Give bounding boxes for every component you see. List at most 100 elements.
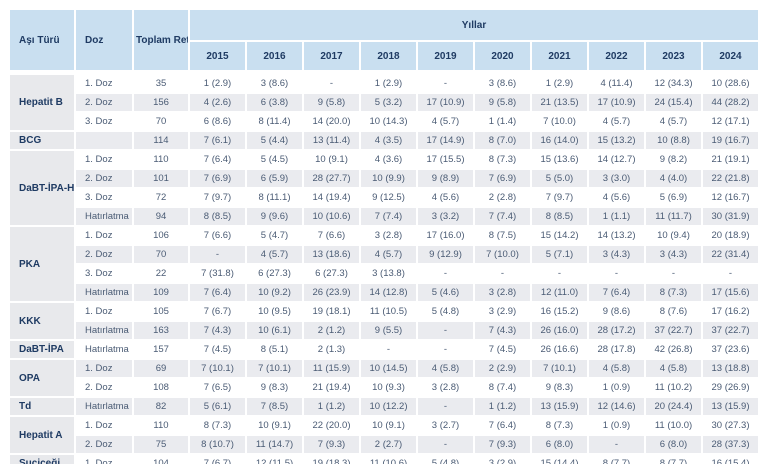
value-cell-2022: - — [587, 434, 646, 455]
value-cell-2023: 12 (34.3) — [644, 71, 703, 94]
total-refusal-count-cell: 70 — [132, 111, 190, 132]
table-row: 2. Doz 108 7 (6.5) 9 (8.3) 21 (19.4) 10 (9.3)… — [9, 377, 760, 398]
value-cell-2018: 10 (9.3) — [359, 377, 418, 398]
value-cell-2022: - — [587, 263, 646, 284]
value-cell-2016: 12 (11.5) — [245, 453, 304, 464]
dose-cell — [74, 130, 134, 151]
value-cell-2016: 6 (3.8) — [245, 92, 304, 113]
dose-cell: 2. Doz — [74, 244, 134, 265]
value-cell-2018: 9 (12.5) — [359, 187, 418, 208]
value-cell-2023: 8 (7.3) — [644, 282, 703, 303]
value-cell-2020: 2 (2.8) — [473, 187, 532, 208]
total-refusal-count-cell: 82 — [132, 396, 190, 417]
value-cell-2015: 8 (10.7) — [188, 434, 247, 455]
value-cell-2023: 4 (5.8) — [644, 358, 703, 379]
value-cell-2018: 10 (12.2) — [359, 396, 418, 417]
value-cell-2022: 12 (14.6) — [587, 396, 646, 417]
value-cell-2015: 7 (6.1) — [188, 130, 247, 151]
value-cell-2016: 6 (5.9) — [245, 168, 304, 189]
table-row: 3. Doz 72 7 (9.7) 8 (11.1) 14 (19.4) 9 (12.5)… — [9, 187, 760, 208]
value-cell-2017: 13 (18.6) — [302, 244, 361, 265]
value-cell-2020: 9 (5.8) — [473, 92, 532, 113]
value-cell-2024: 13 (15.9) — [701, 396, 760, 417]
value-cell-2021: 7 (10.0) — [530, 111, 589, 132]
value-cell-2018: 9 (5.5) — [359, 320, 418, 341]
value-cell-2015: 7 (6.7) — [188, 301, 247, 322]
value-cell-2021: - — [530, 263, 589, 284]
value-cell-2020: 8 (7.0) — [473, 130, 532, 151]
value-cell-2016: 11 (14.7) — [245, 434, 304, 455]
total-refusal-count-cell: 109 — [132, 282, 190, 303]
vaccine-group-cell: DaBT-İPA-Hib — [8, 149, 76, 227]
value-cell-2017: - — [302, 71, 361, 94]
value-cell-2020: 1 (1.4) — [473, 111, 532, 132]
value-cell-2018: 11 (10.6) — [359, 453, 418, 464]
value-cell-2016: 4 (5.7) — [245, 244, 304, 265]
value-cell-2019: 5 (4.8) — [416, 301, 475, 322]
value-cell-2020: 3 (8.6) — [473, 71, 532, 94]
value-cell-2018: 10 (9.1) — [359, 415, 418, 436]
total-refusal-count-cell: 69 — [132, 358, 190, 379]
value-cell-2019: - — [416, 434, 475, 455]
value-cell-2019: - — [416, 263, 475, 284]
value-cell-2020: 8 (7.4) — [473, 377, 532, 398]
value-cell-2015: 7 (4.5) — [188, 339, 247, 360]
value-cell-2016: 7 (8.5) — [245, 396, 304, 417]
value-cell-2024: 44 (28.2) — [701, 92, 760, 113]
value-cell-2020: 2 (2.9) — [473, 358, 532, 379]
value-cell-2018: 10 (14.5) — [359, 358, 418, 379]
total-refusal-count-cell: 106 — [132, 225, 190, 246]
value-cell-2015: 7 (9.7) — [188, 187, 247, 208]
total-refusal-count-cell: 163 — [132, 320, 190, 341]
value-cell-2020: 7 (6.9) — [473, 168, 532, 189]
value-cell-2021: 6 (8.0) — [530, 434, 589, 455]
value-cell-2023: 8 (7.6) — [644, 301, 703, 322]
value-cell-2015: 8 (8.5) — [188, 206, 247, 227]
dose-cell: 1. Doz — [74, 358, 134, 379]
vaccine-group-cell: BCG — [8, 130, 76, 151]
vaccine-refusal-table: Aşı Türü Doz Toplam Ret Sayısı Yıllar 20… — [8, 8, 760, 464]
value-cell-2019: 3 (2.7) — [416, 415, 475, 436]
dose-cell: 3. Doz — [74, 263, 134, 284]
value-cell-2018: 10 (9.9) — [359, 168, 418, 189]
dose-cell: Hatırlatma — [74, 339, 134, 360]
value-cell-2024: 12 (17.1) — [701, 111, 760, 132]
value-cell-2022: 14 (13.2) — [587, 225, 646, 246]
value-cell-2021: 8 (8.5) — [530, 206, 589, 227]
value-cell-2015: 7 (6.4) — [188, 282, 247, 303]
value-cell-2021: 13 (15.9) — [530, 396, 589, 417]
value-cell-2018: 3 (13.8) — [359, 263, 418, 284]
table-row: BCG 114 7 (6.1) 5 (4.4) 13 (11.4) 4 (3.5) 17 (… — [8, 130, 760, 151]
value-cell-2015: 4 (2.6) — [188, 92, 247, 113]
value-cell-2021: 7 (9.7) — [530, 187, 589, 208]
vaccine-group-cell: OPA — [8, 358, 76, 398]
table-row: 2. Doz 75 8 (10.7) 11 (14.7) 7 (9.3) 2 (2.7) -… — [9, 434, 760, 455]
value-cell-2022: 4 (5.6) — [587, 187, 646, 208]
dose-cell: 1. Doz — [74, 225, 134, 246]
value-cell-2020: 7 (6.4) — [473, 415, 532, 436]
value-cell-2021: 26 (16.6) — [530, 339, 589, 360]
column-header-dose: Doz — [74, 8, 134, 75]
dose-cell: 2. Doz — [74, 434, 134, 455]
value-cell-2018: 1 (2.9) — [359, 71, 418, 94]
value-cell-2023: 11 (11.7) — [644, 206, 703, 227]
value-cell-2021: 26 (16.0) — [530, 320, 589, 341]
value-cell-2022: 8 (7.7) — [587, 453, 646, 464]
value-cell-2017: 2 (1.2) — [302, 320, 361, 341]
value-cell-2021: 1 (2.9) — [530, 71, 589, 94]
value-cell-2024: 22 (31.4) — [701, 244, 760, 265]
value-cell-2023: 10 (9.4) — [644, 225, 703, 246]
value-cell-2022: 3 (3.0) — [587, 168, 646, 189]
value-cell-2015: - — [188, 244, 247, 265]
value-cell-2017: 13 (11.4) — [302, 130, 361, 151]
value-cell-2020: - — [473, 263, 532, 284]
column-header-year-2019: 2019 — [416, 40, 475, 75]
value-cell-2022: 1 (0.9) — [587, 377, 646, 398]
value-cell-2024: 19 (16.7) — [701, 130, 760, 151]
value-cell-2021: 16 (15.2) — [530, 301, 589, 322]
column-header-year-2020: 2020 — [473, 40, 532, 75]
value-cell-2024: - — [701, 263, 760, 284]
value-cell-2018: 10 (14.3) — [359, 111, 418, 132]
dose-cell: Hatırlatma — [74, 282, 134, 303]
